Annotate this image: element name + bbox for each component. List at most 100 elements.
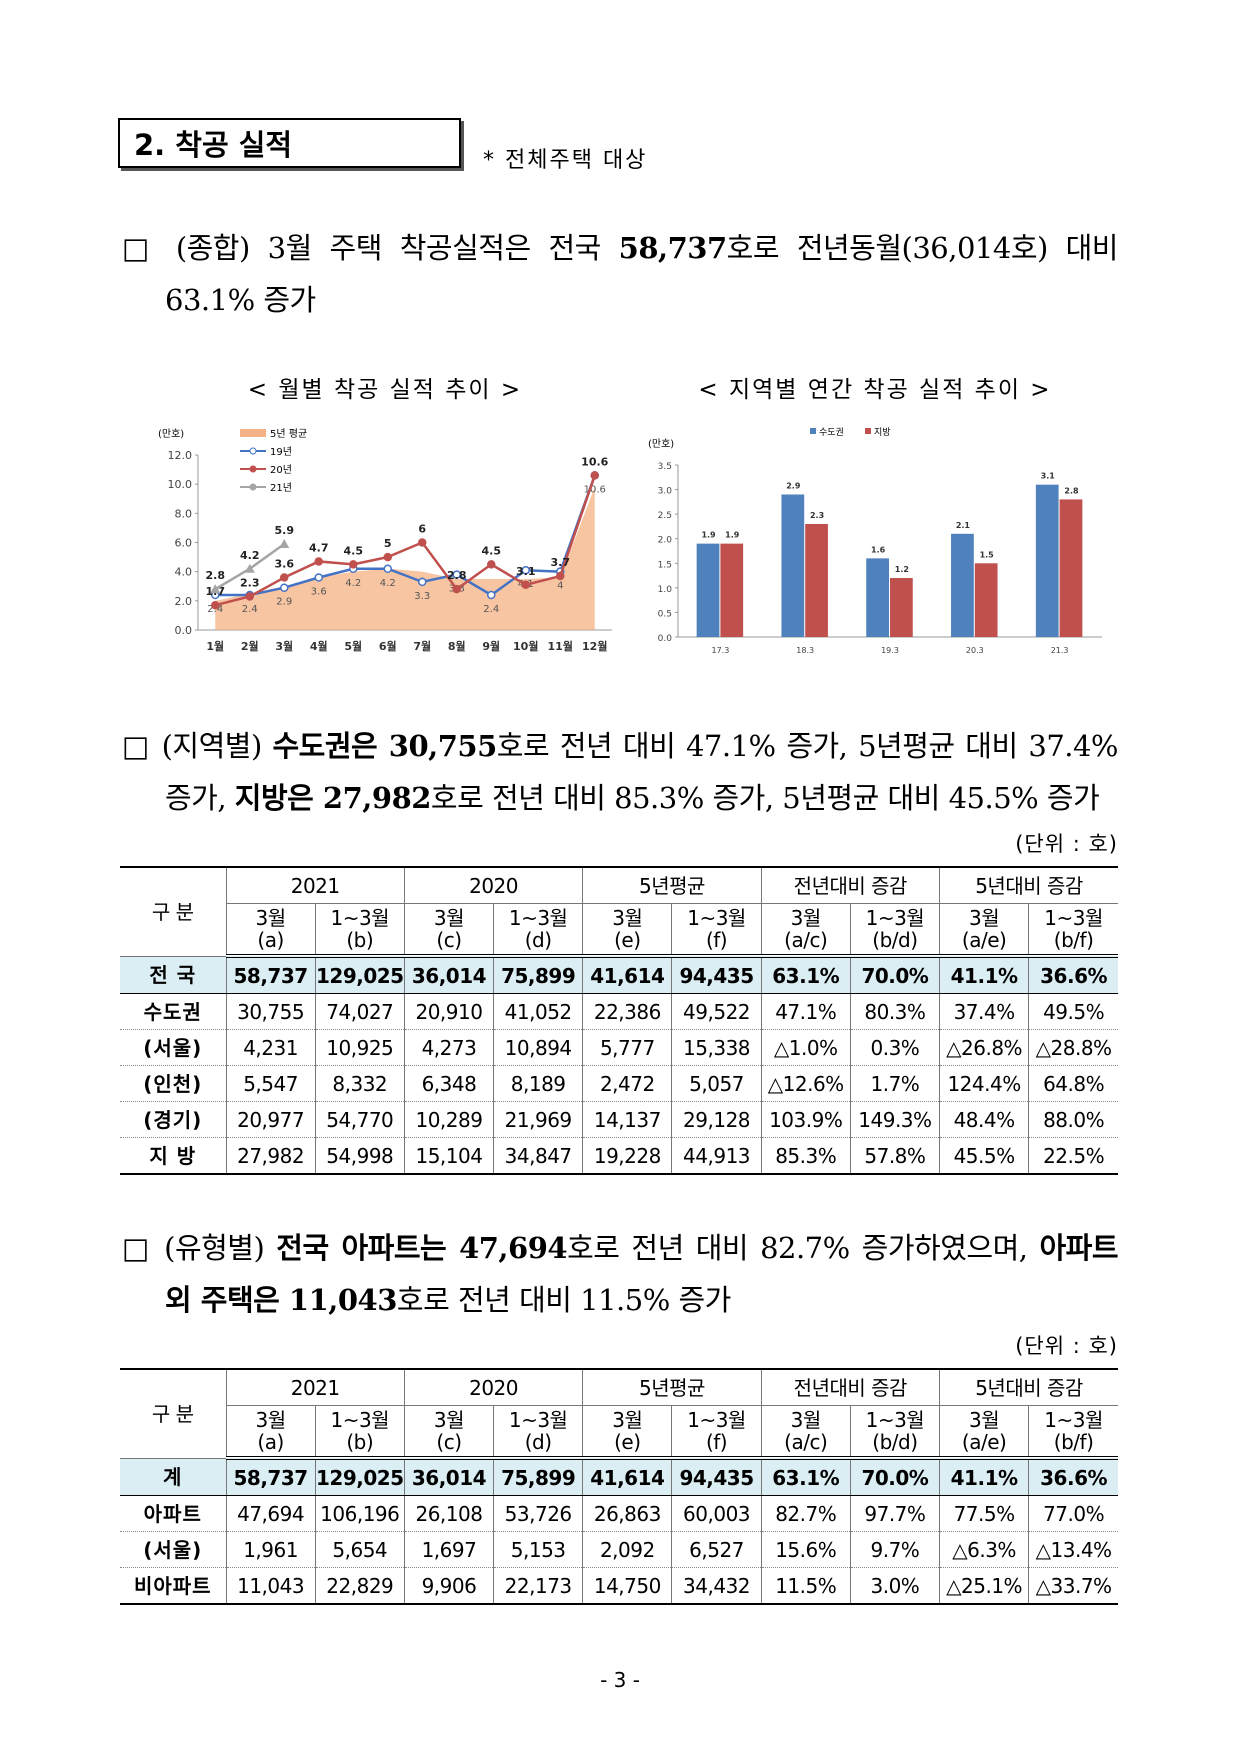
table-cell: 103.9%	[760, 1101, 851, 1138]
x-tick-label: 20.3	[966, 646, 984, 655]
table-cell: 8,189	[493, 1065, 584, 1102]
table-cell: 4,231	[225, 1029, 316, 1066]
data-label: 4.5	[482, 544, 502, 557]
line	[215, 474, 596, 597]
data-label: 3.1	[516, 565, 536, 578]
table-cell: 20,977	[225, 1101, 316, 1138]
table-cell: 36,014	[403, 956, 495, 994]
marker	[314, 557, 323, 566]
header-cell: 구 분	[120, 866, 227, 957]
table-cell: 아파트	[120, 1495, 227, 1532]
table-cell: 5,547	[225, 1065, 316, 1102]
y-tick-label: 3.0	[658, 487, 673, 497]
header-cell: 1~3월 (b/f)	[1028, 903, 1118, 958]
header-cell: 전년대비 증감	[760, 866, 941, 904]
table-cell: 19,228	[582, 1137, 673, 1175]
data-label: 2.3	[240, 576, 260, 589]
table-cell: 8,332	[314, 1065, 405, 1102]
table-row: (서울) 1,961 5,654 1,697 5,153 2,092 6,527 15.6% 9…	[120, 1531, 1118, 1568]
header-cell: 3월 (e)	[582, 1405, 673, 1460]
text: 호로 전년 대비 11.5% 증가	[396, 1283, 731, 1317]
header-cell: 1~3월 (f)	[671, 903, 762, 958]
table-row: 아파트 47,694 106,196 26,108 53,726 26,863 60,003…	[120, 1495, 1118, 1532]
bold-text: 아파트 외 주택은 11,043	[165, 1231, 1119, 1317]
y-tick-label: 6.0	[175, 537, 193, 550]
table-cell: 94,435	[671, 1458, 762, 1496]
data-label: 1.6	[871, 545, 886, 554]
table-cell: 1.7%	[849, 1065, 941, 1102]
x-tick-label: 19.3	[881, 646, 899, 655]
table-row: (인천) 5,547 8,332 6,348 8,189 2,472 5,057 △12.6%…	[120, 1065, 1118, 1102]
marker	[280, 573, 289, 582]
table-cell: 14,137	[582, 1101, 673, 1138]
header-row: 3월 (a) 1~3월 (b) 3월 (c) 1~3월 (d) 3월 (e) 1~3월 (…	[120, 903, 1118, 958]
table-cell: △13.4%	[1028, 1531, 1118, 1568]
header-cell: 1~3월 (b)	[314, 1405, 405, 1460]
data-label: 4.2	[240, 549, 260, 562]
x-tick-label: 10월	[513, 639, 538, 653]
table-cell: (경기)	[120, 1101, 227, 1138]
table-cell: 64.8%	[1028, 1065, 1118, 1102]
table-cell: 41.1%	[938, 956, 1030, 994]
table-cell: 9,906	[403, 1567, 495, 1605]
header-cell: 3월 (a/c)	[760, 903, 851, 958]
table-cell: 77.5%	[938, 1495, 1030, 1532]
data-label: 5	[384, 537, 392, 550]
table-cell: 26,863	[582, 1495, 673, 1532]
table-cell: 36.6%	[1028, 956, 1118, 994]
table-cell: 57.8%	[849, 1137, 941, 1175]
x-tick-label: 2월	[241, 639, 259, 653]
table-cell: △28.8%	[1028, 1029, 1118, 1066]
table-cell: 53,726	[493, 1495, 584, 1532]
marker	[418, 538, 427, 547]
legend-label: 20년	[270, 464, 292, 476]
table-cell: 41.1%	[938, 1458, 1030, 1496]
x-tick-label: 6월	[379, 639, 397, 653]
table-cell: △26.8%	[938, 1029, 1030, 1066]
table-cell: 54,770	[314, 1101, 405, 1138]
table-cell: 1,697	[403, 1531, 495, 1568]
table-cell: 14,750	[582, 1567, 673, 1605]
section-title: 2. 착공 실적	[118, 118, 461, 168]
area	[215, 487, 595, 630]
table-cell: 41,052	[493, 993, 584, 1030]
table-cell: 149.3%	[849, 1101, 941, 1138]
legend-swatch	[249, 465, 257, 473]
header-cell: 3월 (a)	[226, 903, 316, 958]
table-cell: (서울)	[120, 1029, 227, 1066]
table-cell: 29,128	[671, 1101, 762, 1138]
table-cell: 75,899	[493, 956, 584, 994]
bar	[890, 578, 913, 637]
table-cell: (인천)	[120, 1065, 227, 1102]
table: 구 분 2021 2020 5년평균 전년대비 증감 5년대비 증감 3월 (a) 1~3월 …	[120, 866, 1118, 1175]
table-head: 구 분 2021 2020 5년평균 전년대비 증감 5년대비 증감 3월 (a) 1~3월 …	[120, 1368, 1118, 1460]
table-cell: 22,173	[493, 1567, 584, 1605]
table-cell: 41,614	[582, 1458, 673, 1496]
header-cell: 1~3월 (b/f)	[1028, 1405, 1118, 1460]
legend-swatch	[810, 428, 816, 434]
table-cell: 34,432	[671, 1567, 762, 1605]
table-cell: 22.5%	[1028, 1137, 1118, 1175]
marker	[211, 600, 220, 610]
data-label: 2.1	[956, 521, 971, 530]
y-tick-label: 12.0	[168, 449, 193, 462]
table-cell: 58,737	[225, 956, 316, 994]
table-cell: 22,386	[582, 993, 673, 1030]
table-cell: 75,899	[493, 1458, 584, 1496]
y-axis-label: (만호)	[648, 438, 674, 450]
table-body: 계 58,737 129,025 36,014 75,899 41,614 94,435 63…	[120, 1458, 1118, 1605]
table-cell: 45.5%	[938, 1137, 1030, 1175]
table-cell: 74,027	[314, 993, 405, 1030]
paragraph: □ (종합) 3월 주택 착공실적은 전국 58,737호로 전년동월(36,0…	[122, 222, 1119, 326]
text: 호로 전년 대비 82.7% 증가하였으며,	[567, 1231, 1040, 1265]
table-cell: 6,527	[671, 1531, 762, 1568]
x-tick-label: 4월	[310, 639, 328, 653]
marker	[556, 571, 565, 581]
legend-swatch	[865, 428, 871, 434]
header-cell: 2020	[403, 1368, 584, 1406]
bar	[805, 523, 828, 637]
data-label: 3.6	[275, 558, 295, 571]
text: □ (종합) 3월 주택 착공실적은 전국	[122, 231, 619, 265]
table-cell: (서울)	[120, 1531, 227, 1568]
x-tick-label: 7월	[413, 639, 431, 653]
